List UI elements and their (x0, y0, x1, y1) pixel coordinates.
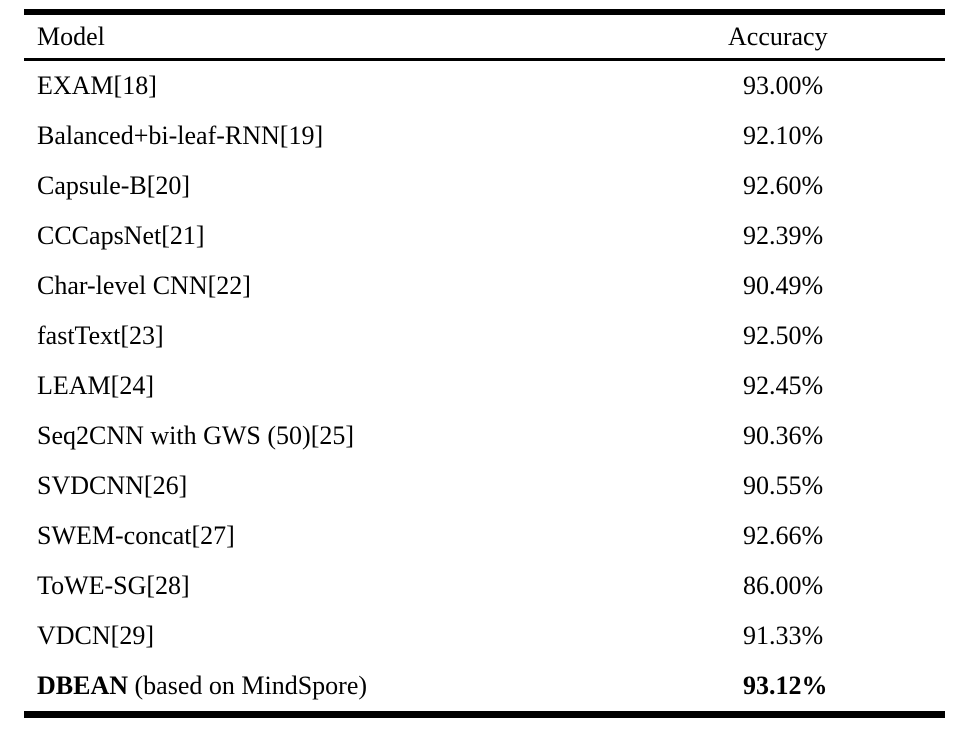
table-row: Char-level CNN[22] 90.49% (24, 261, 945, 311)
accuracy-cell: 92.10% (743, 121, 824, 150)
model-name: Char-level CNN[22] (37, 271, 251, 300)
accuracy-cell: 92.39% (743, 221, 824, 250)
model-cell: fastText[23] (24, 311, 728, 361)
accuracy-cell: 92.60% (743, 171, 824, 200)
model-name: VDCN[29] (37, 621, 154, 650)
model-name: SVDCNN[26] (37, 471, 188, 500)
model-cell: Capsule-B[20] (24, 161, 728, 211)
table-row: CCCapsNet[21] 92.39% (24, 211, 945, 261)
model-name: LEAM[24] (37, 371, 154, 400)
model-name: (based on MindSpore) (128, 671, 368, 700)
table-row: EXAM[18] 93.00% (24, 60, 945, 112)
model-cell: VDCN[29] (24, 611, 728, 661)
model-cell: Char-level CNN[22] (24, 261, 728, 311)
results-table: Model Accuracy EXAM[18] 93.00% Balanced+… (24, 9, 945, 718)
table-row: SWEM-concat[27] 92.66% (24, 511, 945, 561)
table-header-row: Model Accuracy (24, 12, 945, 61)
column-header-accuracy: Accuracy (728, 12, 945, 61)
model-cell: CCCapsNet[21] (24, 211, 728, 261)
model-name: Seq2CNN with GWS (50)[25] (37, 421, 355, 450)
accuracy-cell: 90.49% (743, 271, 824, 300)
model-name: fastText[23] (37, 321, 164, 350)
model-cell: EXAM[18] (24, 60, 728, 112)
model-cell: DBEAN (based on MindSpore) (24, 661, 728, 715)
model-name: Balanced+bi-leaf-RNN[19] (37, 121, 324, 150)
table-row: ToWE-SG[28] 86.00% (24, 561, 945, 611)
model-cell: Balanced+bi-leaf-RNN[19] (24, 111, 728, 161)
accuracy-cell: 92.45% (743, 371, 824, 400)
table-row: LEAM[24] 92.45% (24, 361, 945, 411)
table-row: SVDCNN[26] 90.55% (24, 461, 945, 511)
table-row: Balanced+bi-leaf-RNN[19] 92.10% (24, 111, 945, 161)
accuracy-cell: 92.66% (743, 521, 824, 550)
accuracy-cell: 91.33% (743, 621, 824, 650)
table-row: Seq2CNN with GWS (50)[25] 90.36% (24, 411, 945, 461)
model-name: SWEM-concat[27] (37, 521, 235, 550)
model-name: ToWE-SG[28] (37, 571, 190, 600)
table-row: Capsule-B[20] 92.60% (24, 161, 945, 211)
accuracy-cell: 92.50% (743, 321, 824, 350)
table-row: fastText[23] 92.50% (24, 311, 945, 361)
model-cell: Seq2CNN with GWS (50)[25] (24, 411, 728, 461)
model-cell: SVDCNN[26] (24, 461, 728, 511)
accuracy-cell: 93.12% (743, 671, 828, 700)
accuracy-cell: 90.55% (743, 471, 824, 500)
accuracy-cell: 90.36% (743, 421, 824, 450)
model-name: Capsule-B[20] (37, 171, 191, 200)
model-name-emphasis: DBEAN (37, 671, 129, 700)
model-cell: LEAM[24] (24, 361, 728, 411)
table-row: VDCN[29] 91.33% (24, 611, 945, 661)
column-header-model: Model (24, 12, 728, 61)
accuracy-cell: 93.00% (743, 71, 824, 100)
model-cell: SWEM-concat[27] (24, 511, 728, 561)
model-name: EXAM[18] (37, 71, 157, 100)
model-cell: ToWE-SG[28] (24, 561, 728, 611)
accuracy-cell: 86.00% (743, 571, 824, 600)
model-name: CCCapsNet[21] (37, 221, 205, 250)
table-row-highlight-dbean: DBEAN (based on MindSpore) 93.12% (24, 661, 945, 715)
